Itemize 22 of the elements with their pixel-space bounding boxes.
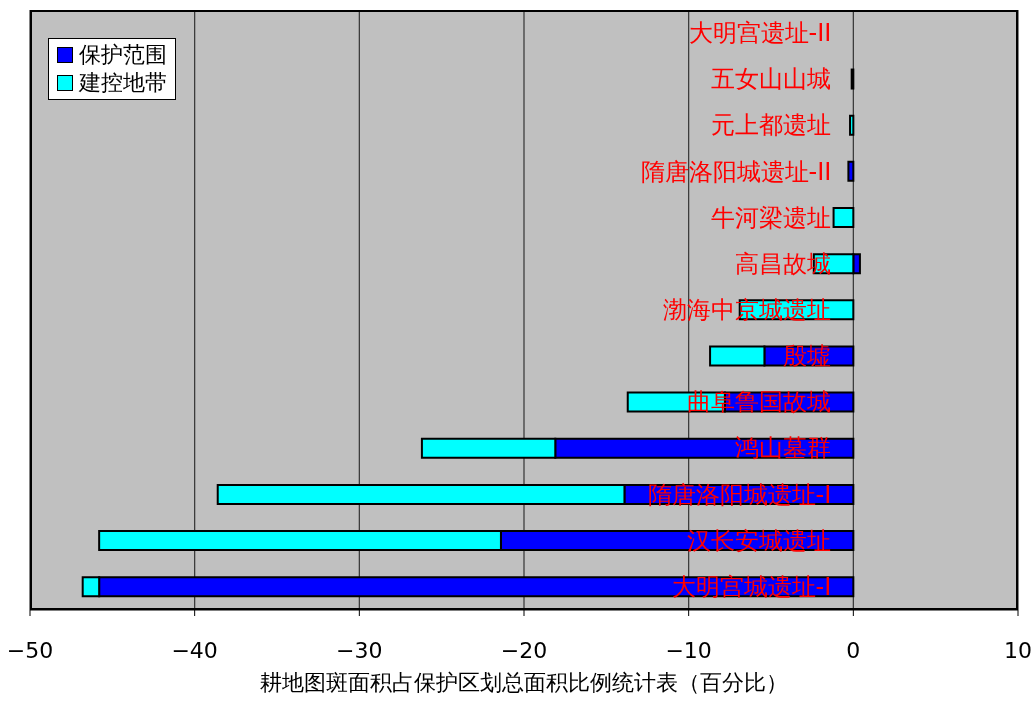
legend-label: 建控地带 [79,69,167,97]
bar [832,207,855,228]
x-tick-label: 0 [846,637,861,663]
x-tick-label: 10 [1004,637,1032,663]
x-axis-title: 耕地图斑面积占保护区划总面积比例统计表（百分比） [259,669,789,697]
legend-label: 保护范围 [79,41,167,69]
y-tick-label: 大明宫城遗址-I [671,571,832,603]
y-tick-label: 隋唐洛阳城遗址-I [647,479,832,511]
y-tick-label: 五女山山城 [711,64,832,96]
x-tick-label: −20 [500,637,548,663]
y-tick-label: 大明宫遗址-II [688,18,832,50]
bar [849,114,855,136]
y-tick-label: 殷墟 [783,341,832,373]
y-tick-label: 鸿山墓群 [735,433,832,465]
bar [847,160,855,182]
y-tick-label: 元上都遗址 [711,110,832,142]
x-tick-label: −40 [171,637,218,663]
x-tick-label: −30 [336,637,383,663]
x-tick-label: −50 [6,637,54,663]
y-tick-label: 牛河梁遗址 [711,202,832,234]
y-tick-label: 汉长安城遗址 [687,525,832,557]
x-tick-label: −10 [665,637,712,663]
